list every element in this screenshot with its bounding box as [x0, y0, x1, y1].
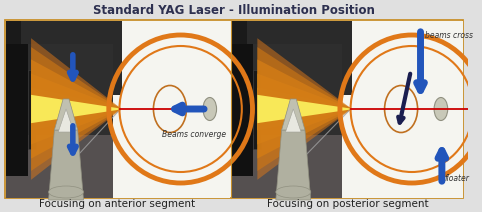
Polygon shape — [31, 95, 120, 123]
Ellipse shape — [49, 186, 83, 198]
Polygon shape — [31, 88, 120, 130]
Polygon shape — [31, 38, 120, 180]
Bar — [6, 44, 113, 176]
Bar — [231, 21, 463, 198]
Text: Standard YAG Laser - Illumination Position: Standard YAG Laser - Illumination Positi… — [93, 4, 375, 17]
Ellipse shape — [434, 98, 448, 120]
Bar — [6, 135, 113, 198]
Polygon shape — [257, 88, 350, 130]
Text: Beams converge: Beams converge — [162, 130, 226, 139]
Bar — [6, 21, 122, 95]
Bar — [231, 21, 351, 95]
Text: floater: floater — [445, 174, 469, 183]
Polygon shape — [257, 59, 350, 159]
Polygon shape — [281, 99, 305, 130]
Bar — [231, 135, 342, 198]
Text: Focusing on anterior segment: Focusing on anterior segment — [40, 199, 196, 209]
Ellipse shape — [203, 98, 216, 120]
Polygon shape — [257, 95, 350, 123]
Polygon shape — [31, 59, 120, 159]
Polygon shape — [257, 47, 350, 171]
Polygon shape — [58, 109, 74, 132]
Polygon shape — [31, 74, 120, 144]
Bar — [231, 44, 342, 176]
Polygon shape — [54, 99, 78, 130]
Polygon shape — [257, 74, 350, 144]
Bar — [231, 44, 254, 176]
Bar — [5, 20, 463, 198]
Bar — [6, 44, 28, 176]
Bar — [254, 70, 261, 149]
Bar — [6, 21, 21, 198]
Ellipse shape — [276, 186, 311, 198]
Polygon shape — [31, 47, 120, 171]
Text: beams cross: beams cross — [426, 31, 473, 40]
Bar — [6, 21, 230, 198]
Polygon shape — [49, 130, 83, 200]
Polygon shape — [276, 130, 311, 200]
Polygon shape — [257, 38, 350, 180]
Bar — [28, 70, 36, 149]
Bar — [231, 21, 247, 198]
Polygon shape — [285, 109, 301, 132]
Text: Focusing on posterior segment: Focusing on posterior segment — [267, 199, 428, 209]
